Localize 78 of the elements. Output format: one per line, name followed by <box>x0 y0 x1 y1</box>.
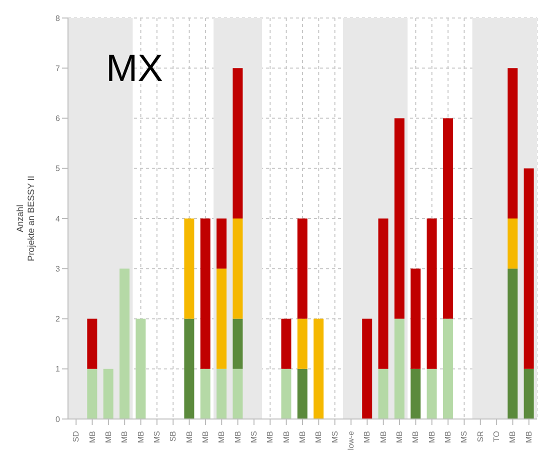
bar <box>442 118 453 319</box>
x-tick-label: MB <box>233 431 242 443</box>
x-tick-label: MB <box>282 431 291 443</box>
bar <box>362 318 372 419</box>
bar <box>426 368 437 419</box>
bar <box>442 318 453 419</box>
x-tick-label: MB <box>200 431 210 443</box>
bar <box>297 318 308 369</box>
bar <box>216 268 227 369</box>
x-tick-label: MB <box>184 431 194 443</box>
x-tick-label: MB <box>314 431 324 443</box>
bar <box>216 368 227 419</box>
bar <box>103 368 114 419</box>
bar <box>378 218 388 369</box>
bar <box>378 368 388 419</box>
y-tick-label: 0 <box>56 414 61 424</box>
y-tick-label: 5 <box>56 164 61 174</box>
bar <box>394 318 404 419</box>
y-tick-label: 8 <box>56 14 61 23</box>
x-tick-label: MB <box>120 431 130 443</box>
bar <box>394 118 404 319</box>
x-tick-label: low-e <box>346 430 356 450</box>
x-tick-label: MB <box>444 431 453 443</box>
x-tick-label: SR <box>476 430 485 442</box>
x-tick-label: MB <box>427 431 436 443</box>
bar <box>232 68 243 218</box>
x-tick-label: MB <box>378 431 388 443</box>
y-tick-label: 1 <box>56 364 61 374</box>
y-tick-label: 7 <box>56 64 61 73</box>
bar <box>524 168 534 369</box>
bar <box>426 218 437 369</box>
x-tick-label: MB <box>362 431 372 443</box>
bar <box>508 218 518 269</box>
x-tick-label: MB <box>266 431 275 443</box>
x-tick-label: TO <box>492 431 502 442</box>
y-tick-label: 4 <box>56 214 61 224</box>
bar <box>87 318 98 369</box>
bar <box>200 368 210 419</box>
y-axis-title: Anzahl Projekte an BESSY II <box>15 176 36 262</box>
x-tick-label: MB <box>136 431 146 443</box>
bar <box>508 68 518 218</box>
bar <box>232 368 243 419</box>
x-tick-label: MB <box>88 431 97 443</box>
bar <box>297 218 308 319</box>
y-tick-label: 6 <box>56 114 61 124</box>
bar <box>200 218 210 369</box>
bar <box>87 368 98 419</box>
bar <box>508 268 518 419</box>
x-tick-label: MS <box>330 431 340 443</box>
bar <box>232 218 243 319</box>
y-tick-label: 3 <box>56 264 61 274</box>
bar <box>410 368 421 419</box>
bar <box>216 218 227 269</box>
y-tick-label: 2 <box>56 314 61 324</box>
x-tick-label: MS <box>152 431 162 443</box>
bar <box>281 318 292 369</box>
x-tick-label: MB <box>395 431 404 443</box>
bar <box>410 268 421 369</box>
x-tick-label: MB <box>508 431 518 443</box>
x-tick-label: MB <box>298 431 307 443</box>
bar <box>184 218 194 319</box>
x-tick-label: MB <box>104 431 113 443</box>
bar <box>314 318 324 419</box>
annotation: MX <box>106 48 163 91</box>
bar <box>297 368 308 419</box>
bar <box>120 268 130 419</box>
bar <box>232 318 243 369</box>
x-tick-label: SD <box>72 430 81 442</box>
x-tick-label: SB <box>168 431 178 442</box>
bar <box>184 318 194 419</box>
x-tick-label: MB <box>411 431 420 443</box>
x-tick-label: MB <box>524 431 534 443</box>
bar <box>136 318 146 419</box>
x-tick-label: MS <box>460 431 469 443</box>
x-tick-label: MS <box>249 431 258 443</box>
bar <box>524 368 534 419</box>
bar <box>281 368 292 419</box>
x-tick-label: MB <box>217 431 226 443</box>
